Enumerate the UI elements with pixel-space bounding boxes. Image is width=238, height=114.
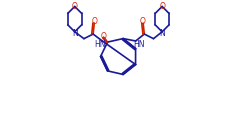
- Text: HN: HN: [133, 39, 144, 48]
- Text: O: O: [72, 2, 78, 11]
- Text: N: N: [159, 29, 165, 38]
- Text: O: O: [100, 32, 106, 41]
- Text: O: O: [92, 17, 98, 26]
- Text: O: O: [159, 2, 165, 11]
- Text: HN: HN: [94, 40, 106, 49]
- Text: N: N: [72, 29, 78, 38]
- Text: O: O: [140, 17, 145, 26]
